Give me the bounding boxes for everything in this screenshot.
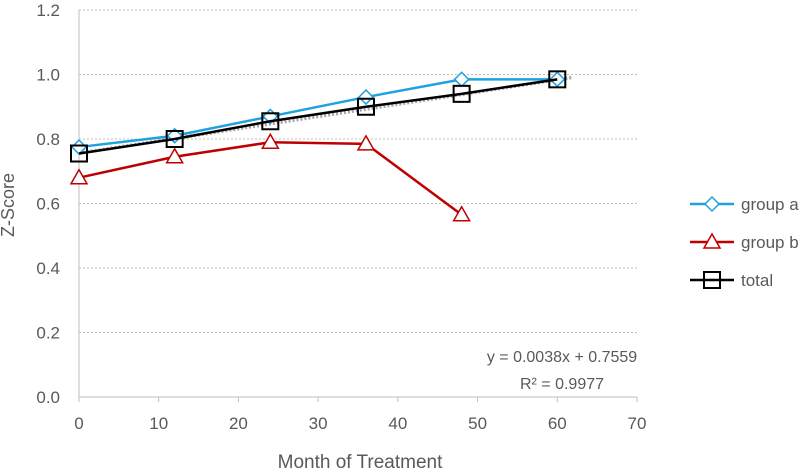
trendline-r-squared: R² = 0.9977 (520, 376, 604, 393)
legend: group a group b total (690, 195, 799, 290)
y-tick-label: 0.0 (36, 388, 60, 407)
data-point-group-a (357, 89, 375, 106)
series-layer (69, 70, 567, 222)
data-point-group-b (356, 134, 376, 151)
data-point-group-b (261, 132, 280, 149)
x-axis-title: Month of Treatment (278, 452, 443, 470)
x-tick-label: 10 (149, 414, 168, 433)
data-point-total (548, 70, 567, 89)
y-tick-label: 0.2 (36, 324, 60, 343)
axes: 0.0 0.2 0.4 0.6 0.8 1.0 1.2 0 10 20 30 40 50 60 70 (36, 1, 646, 433)
legend-marker-group-b (702, 232, 722, 249)
series-line-total (78, 78, 558, 155)
legend-label-group-a: group a (741, 195, 799, 214)
y-tick-label: 0.6 (36, 195, 60, 214)
series-line-group-a (78, 78, 558, 149)
trendline-equation: y = 0.0038x + 0.7559 (487, 349, 637, 366)
x-tick-label: 0 (74, 414, 83, 433)
legend-marker-total (703, 271, 721, 289)
gridlines (79, 9, 637, 333)
data-point-group-b (69, 168, 89, 185)
x-tick-label: 70 (628, 414, 647, 433)
x-tick-label: 50 (468, 414, 487, 433)
data-point-total (356, 97, 375, 116)
y-axis-title: Z-Score (0, 173, 18, 237)
y-tick-label: 0.8 (36, 130, 60, 149)
y-tick-label: 1.0 (36, 66, 60, 85)
legend-marker-group-a (703, 195, 721, 213)
data-point-group-b (452, 205, 471, 222)
x-tick-label: 30 (309, 414, 328, 433)
data-point-total (165, 130, 184, 148)
y-tick-label: 0.4 (36, 259, 60, 278)
data-point-total (452, 84, 471, 103)
data-point-group-b (165, 147, 184, 164)
data-point-total (261, 112, 280, 131)
x-tick-label: 60 (548, 414, 567, 433)
legend-label-group-b: group b (741, 233, 799, 252)
legend-label-total: total (741, 271, 773, 290)
y-tick-label: 1.2 (36, 1, 60, 20)
x-tick-label: 40 (388, 414, 407, 433)
x-tick-label: 20 (229, 414, 248, 433)
data-point-total (70, 144, 88, 163)
